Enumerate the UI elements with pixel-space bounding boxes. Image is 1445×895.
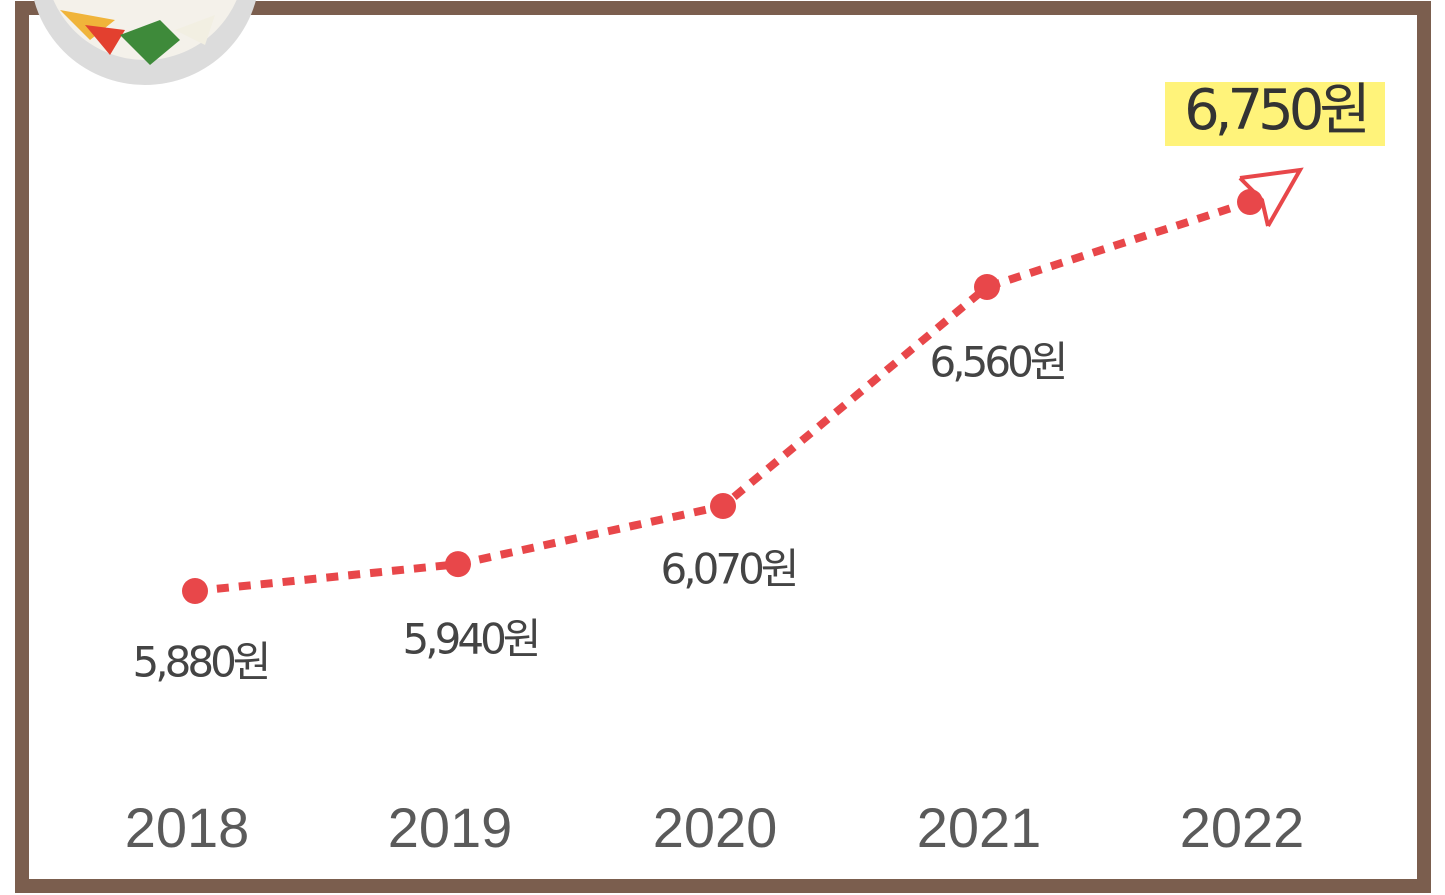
value-label: 6,750원 xyxy=(1184,78,1366,143)
plate-decoration xyxy=(33,0,257,85)
point xyxy=(974,273,1000,300)
point xyxy=(710,493,736,520)
point xyxy=(1237,189,1263,215)
x-tick-label: 2020 xyxy=(653,796,778,859)
x-tick-label: 2018 xyxy=(125,796,250,859)
x-tick-label: 2019 xyxy=(388,796,513,859)
point xyxy=(182,578,208,604)
x-tick-label: 2021 xyxy=(917,796,1042,859)
value-label: 5,940원 xyxy=(403,615,538,664)
value-label: 6,560원 xyxy=(930,337,1065,386)
point xyxy=(445,551,471,578)
highlight xyxy=(1165,82,1385,146)
frame xyxy=(15,1,1431,893)
value-label: 5,880원 xyxy=(133,638,268,687)
value-label: 6,070원 xyxy=(661,545,796,594)
x-tick-label: 2022 xyxy=(1180,796,1305,859)
